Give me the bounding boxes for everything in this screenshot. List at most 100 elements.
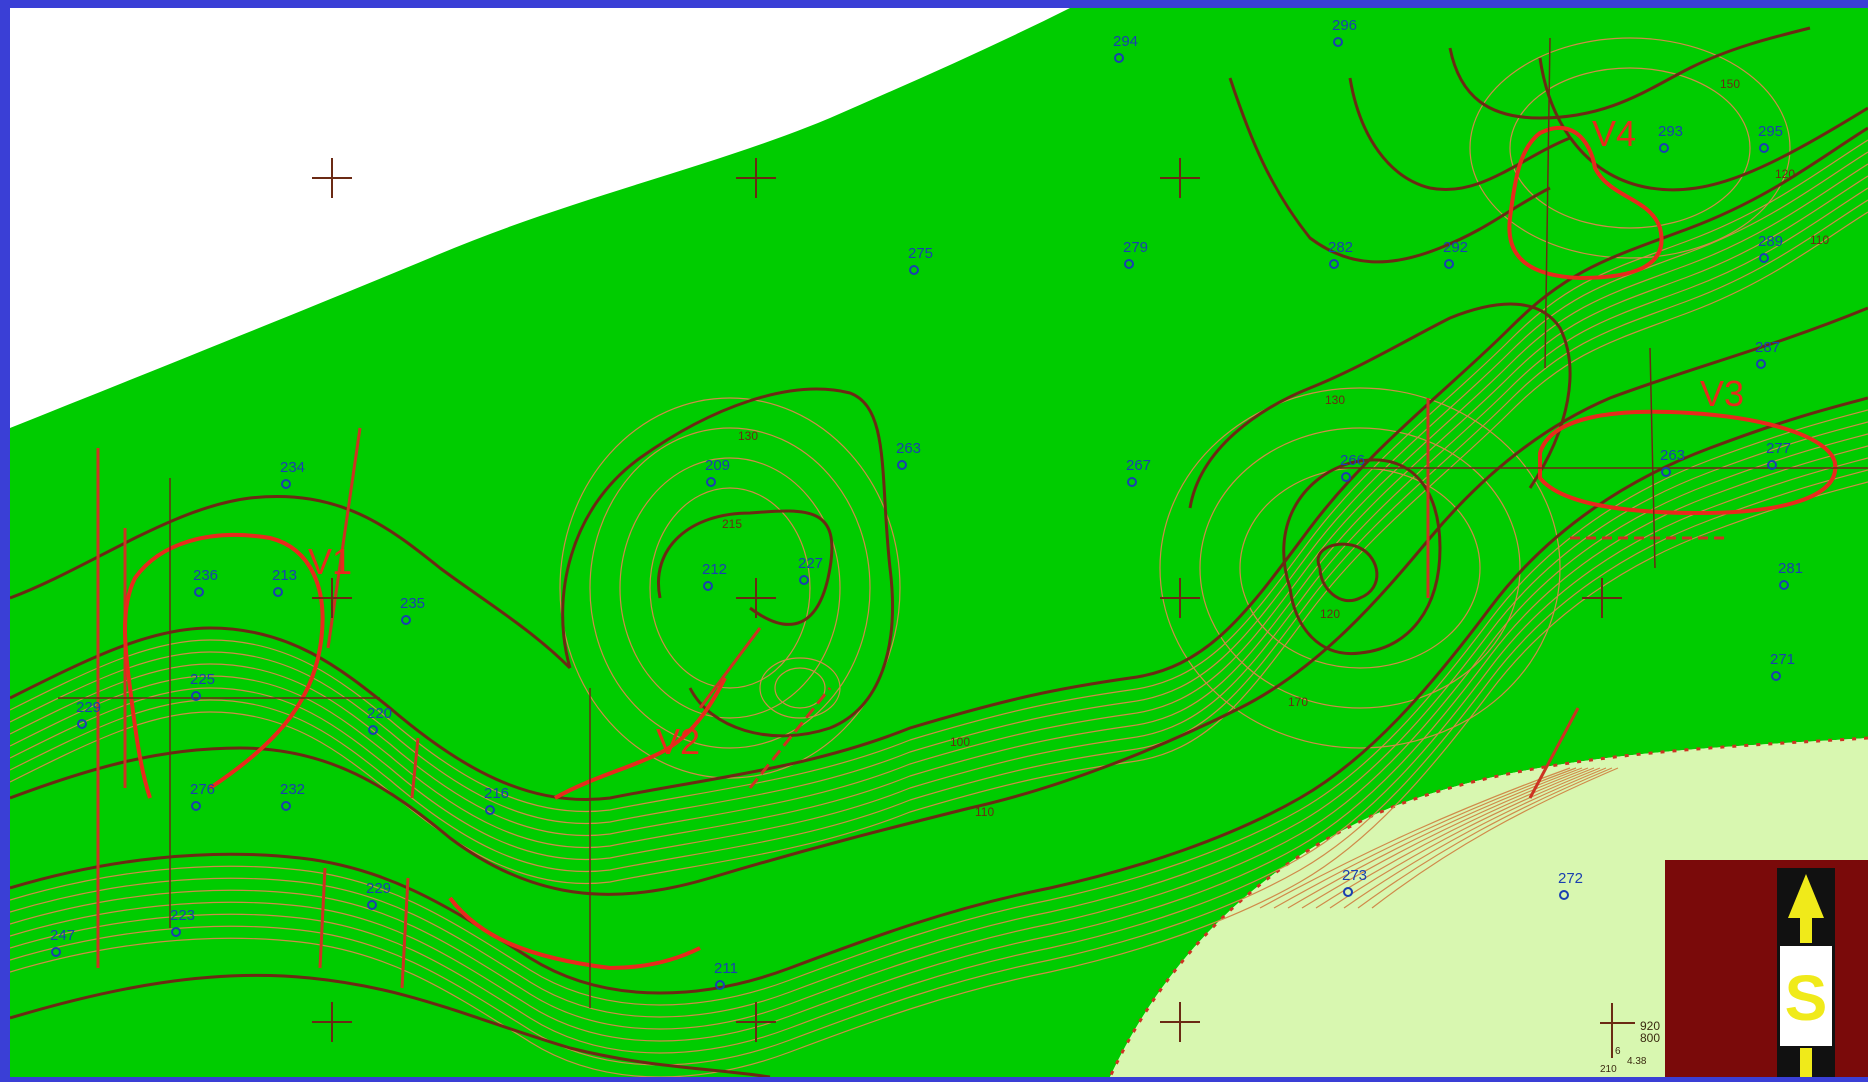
well-marker[interactable]: 220 [367,705,392,735]
well-marker[interactable]: 209 [705,457,730,487]
well-marker[interactable]: 227 [798,555,823,585]
contour-value-label: 100 [950,735,970,749]
major-contours [9,26,1868,1079]
well-label: 275 [908,245,933,262]
well-label: 279 [1123,239,1148,256]
well-marker[interactable]: 234 [280,459,305,489]
well-marker[interactable]: 232 [280,781,305,811]
major-contour [9,973,771,1079]
minor-contour [1315,767,1595,909]
well-marker[interactable]: 271 [1770,651,1795,681]
well-symbol [485,805,495,815]
well-marker[interactable]: 266 [1340,452,1365,482]
well-marker[interactable]: 236 [193,567,218,597]
well-marker[interactable]: 235 [400,595,425,625]
well-label: 263 [1660,447,1685,464]
well-label: 272 [1558,870,1583,887]
well-marker[interactable]: 263 [1660,447,1685,477]
well-label: 247 [50,927,75,944]
well-marker[interactable]: 293 [1658,123,1683,153]
well-label: 281 [1778,560,1803,577]
well-symbol [1759,253,1769,263]
well-marker[interactable]: 281 [1778,560,1803,590]
well-symbol [1341,472,1351,482]
well-label: 266 [1340,452,1365,469]
minor-contour [9,481,1868,1078]
corner-annotation: 920 800 6 4.38 210 [1600,1003,1660,1075]
section-lines [58,37,1868,1008]
well-marker[interactable]: 229 [76,699,101,729]
well-marker[interactable]: 247 [50,927,75,957]
well-marker[interactable]: 282 [1328,239,1353,269]
grid-cross [312,1002,352,1042]
well-symbol [1329,259,1339,269]
annotation-right: 4.38 [1627,1056,1647,1067]
well-label: 267 [1126,457,1151,474]
well-symbol [1759,143,1769,153]
region-label: V1 [308,541,352,582]
well-marker[interactable]: 212 [702,561,727,591]
well-marker[interactable]: 292 [1443,239,1468,269]
well-symbol [909,265,919,275]
well-label: 287 [1755,339,1780,356]
minor-contour [9,187,1868,861]
minor-contour [9,151,1868,825]
major-contour [9,495,572,670]
well-label: 294 [1113,33,1138,50]
well-symbol [51,947,61,957]
major-contour [9,306,1868,896]
fault-line [318,867,327,969]
well-label: 273 [1342,867,1367,884]
well-symbol [1659,143,1669,153]
well-marker[interactable]: 263 [896,440,921,470]
well-marker[interactable]: 277 [1766,440,1791,470]
well-marker[interactable]: 275 [908,245,933,275]
well-symbol [1343,887,1353,897]
contour-value-label: 130 [738,429,758,443]
well-marker[interactable]: 287 [1755,339,1780,369]
well-marker[interactable]: 294 [1113,33,1138,63]
well-marker[interactable]: 296 [1332,17,1357,47]
well-label: 229 [76,699,101,716]
minor-contour [9,211,1868,885]
minor-contour [1199,427,1521,709]
contour-value-label: 120 [1775,167,1795,181]
major-contour [1282,458,1442,656]
well-symbol [368,725,378,735]
well-marker[interactable]: 272 [1558,870,1583,900]
well-marker[interactable]: 211 [714,960,738,990]
well-marker[interactable]: 276 [190,781,215,811]
minor-contour [589,427,871,749]
well-symbol [194,587,204,597]
minor-contour [9,175,1868,849]
anomaly-v3 [1538,409,1838,516]
well-marker[interactable]: 229 [366,880,391,910]
well-label: 271 [1770,651,1795,668]
minor-contour [619,457,841,719]
well-marker[interactable]: 267 [1126,457,1151,487]
well-marker[interactable]: 279 [1123,239,1148,269]
contour-map[interactable]: 294 296 293 295 275 279 282 292 289 287 234 209 263 2… [9,8,1868,1079]
well-label: 276 [190,781,215,798]
well-marker[interactable]: 289 [1758,233,1783,263]
well-symbol [281,801,291,811]
well-label: 292 [1443,239,1468,256]
well-marker[interactable]: 295 [1758,123,1783,153]
well-marker[interactable]: 223 [170,907,195,937]
well-marker[interactable]: 213 [272,567,297,597]
minor-contour [1469,37,1791,259]
well-symbol [1127,477,1137,487]
well-symbol [799,575,809,585]
well-symbol [1559,890,1569,900]
annotation-top: 920 [1640,1019,1660,1033]
major-contour [9,396,1868,995]
well-symbol [191,691,201,701]
well-symbol [367,900,377,910]
well-symbol [1124,259,1134,269]
well-symbol [703,581,713,591]
well-marker[interactable]: 216 [484,785,509,815]
minor-contour [1301,767,1589,909]
well-marker[interactable]: 273 [1342,867,1367,897]
well-marker[interactable]: 225 [190,671,215,701]
